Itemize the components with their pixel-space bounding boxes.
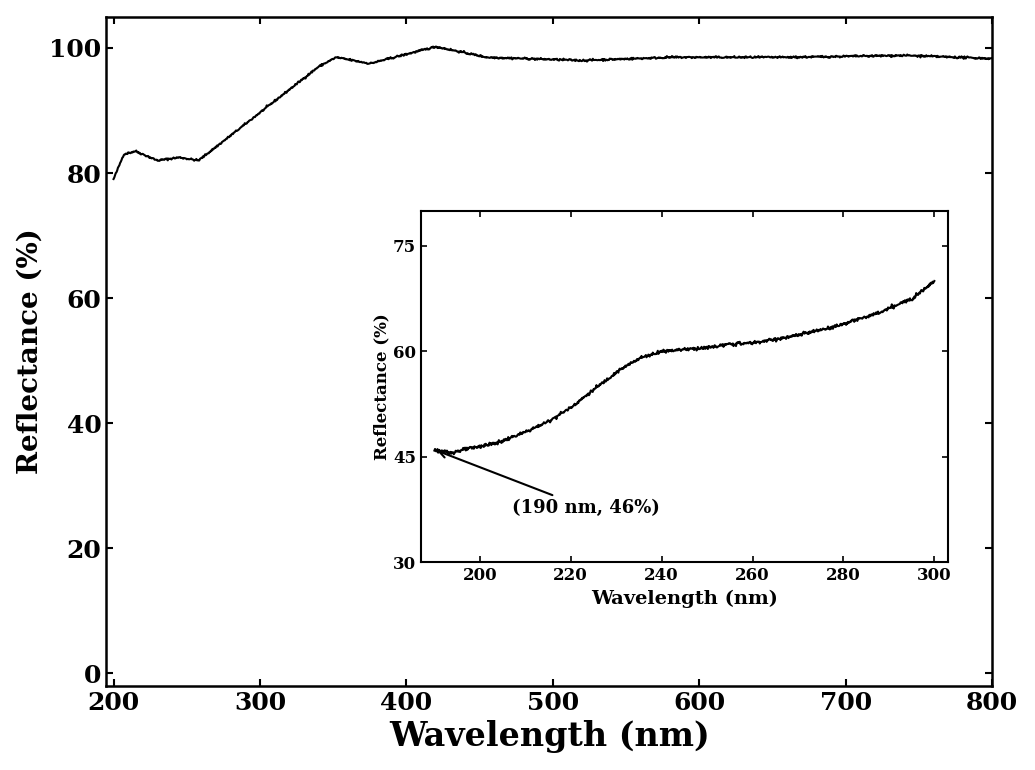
X-axis label: Wavelength (nm): Wavelength (nm) [389,720,710,753]
Y-axis label: Reflectance (%): Reflectance (%) [17,229,43,474]
